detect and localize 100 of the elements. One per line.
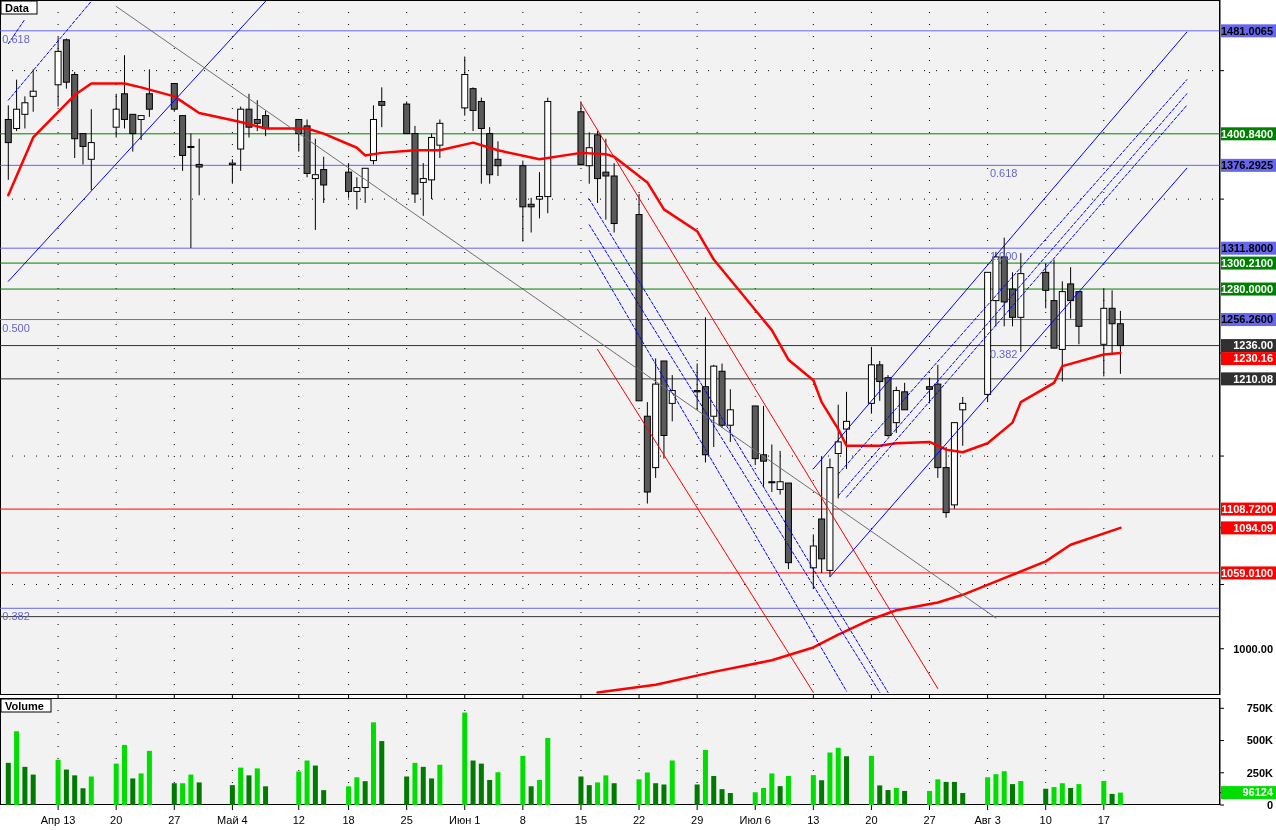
bar (429, 778, 435, 805)
bar (769, 773, 775, 805)
chart-title: Volume (5, 699, 44, 712)
bar (196, 782, 202, 805)
bar (304, 760, 310, 805)
bar (985, 777, 991, 805)
x-tick-label: Июн 1 (449, 813, 481, 826)
annotation: 0.618 (2, 32, 30, 45)
bar (694, 784, 700, 805)
bar (72, 775, 78, 805)
ref-line-label: 1311.8000 (1221, 242, 1273, 255)
bar (761, 787, 767, 805)
x-tick-label: 27 (923, 813, 936, 826)
x-tick-label: Май 4 (217, 813, 248, 826)
x-tick-label: 15 (574, 813, 588, 826)
bar (885, 790, 891, 805)
bar (420, 766, 426, 805)
ref-line-label: 1280.0000 (1221, 282, 1273, 295)
bar (835, 747, 841, 805)
bar (1043, 788, 1049, 805)
bar (362, 781, 368, 805)
bar (1059, 783, 1065, 805)
bar (661, 784, 667, 805)
bar (711, 775, 717, 805)
bar (603, 775, 609, 805)
annotation: 0.500 (2, 321, 30, 334)
x-tick-label: 25 (400, 813, 413, 826)
bar (595, 782, 601, 805)
ref-line-label: 1400.8400 (1221, 127, 1273, 140)
bar (868, 755, 874, 805)
bar (1076, 784, 1082, 805)
bar (993, 774, 999, 805)
bar (130, 778, 136, 805)
y-tick-label: 1000.00 (1233, 642, 1273, 655)
bar (412, 762, 418, 805)
bar (246, 775, 252, 805)
bar (370, 722, 376, 805)
bar (171, 783, 177, 805)
bar (188, 774, 194, 805)
x-tick-label: 17 (1097, 813, 1110, 826)
bar (785, 775, 791, 805)
bar (1051, 787, 1057, 805)
bar (1010, 784, 1016, 805)
bar (586, 785, 592, 805)
ref-line-label: 1256.2600 (1221, 313, 1273, 326)
y-tick-label: 1230.16 (1233, 352, 1273, 365)
x-tick-label: 13 (807, 813, 820, 826)
bar (113, 763, 119, 805)
bar (810, 775, 816, 805)
x-tick-label: 8 (519, 813, 526, 826)
bar (1068, 787, 1074, 805)
bar (487, 779, 493, 805)
y-tick-label: 0 (1266, 799, 1273, 812)
x-tick-label: 27 (168, 813, 181, 826)
bar (669, 760, 675, 805)
bar (379, 741, 385, 805)
bar (636, 779, 642, 805)
bar (495, 772, 501, 805)
bar (951, 781, 957, 805)
ref-line-label: 1236.00 (1233, 339, 1273, 352)
bar (55, 759, 61, 805)
x-tick-label: 22 (632, 813, 646, 826)
bar (1117, 792, 1123, 805)
bar (88, 776, 94, 805)
bar (404, 776, 410, 805)
bar (138, 773, 144, 805)
bar (14, 731, 20, 805)
bar (943, 781, 949, 805)
bar (146, 750, 152, 805)
bar (296, 771, 302, 805)
bar (254, 768, 260, 805)
x-tick-label: 20 (865, 813, 878, 826)
bar (877, 785, 883, 805)
y-tick-label: 500K (1246, 734, 1274, 747)
x-tick-label: 18 (342, 813, 355, 826)
bar (644, 772, 650, 805)
bar (727, 793, 733, 805)
bar (312, 765, 318, 805)
bar (346, 786, 352, 805)
x-tick-label: Авг 3 (974, 813, 1001, 826)
x-tick-label: 29 (691, 813, 704, 826)
bar (121, 744, 127, 805)
bar (1109, 793, 1115, 805)
ref-line-label: 1376.2925 (1221, 159, 1273, 172)
bar (238, 767, 244, 805)
ref-line-label: 1059.0100 (1221, 566, 1273, 579)
x-tick-label: 12 (292, 813, 305, 826)
x-tick-label: Апр 13 (40, 813, 76, 826)
bar (63, 769, 69, 805)
ref-line-label: 1300.2100 (1221, 256, 1273, 269)
bar (263, 786, 269, 805)
bar (229, 785, 235, 805)
bar (752, 792, 758, 805)
y-tick-label: 1094.09 (1233, 521, 1273, 534)
bar (470, 760, 476, 805)
bar (1018, 781, 1024, 805)
bar (80, 788, 86, 805)
bar (702, 749, 708, 805)
bar (611, 783, 617, 805)
x-tick-label: 20 (110, 813, 123, 826)
